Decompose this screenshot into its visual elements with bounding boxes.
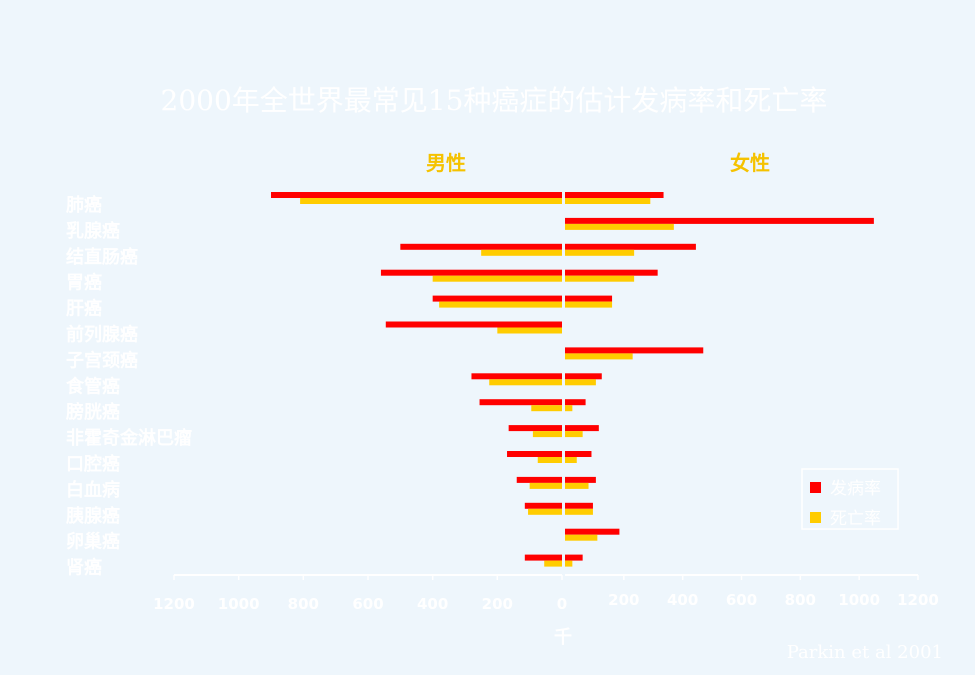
bar-female-incidence xyxy=(565,243,696,250)
panel-label-female: 女性 xyxy=(730,151,770,175)
bar-male-incidence xyxy=(507,451,562,457)
x-tick-label-left: 600 xyxy=(352,595,383,613)
bar-female-incidence xyxy=(565,295,613,302)
bar-female-incidence xyxy=(565,451,592,457)
category-label: 白血病 xyxy=(66,479,120,501)
category-label: 非霍奇金淋巴瘤 xyxy=(66,427,192,449)
bar-male-mortality xyxy=(531,405,562,412)
bar-male-incidence xyxy=(271,192,562,198)
bar-female-incidence xyxy=(565,502,593,509)
bar-female-incidence xyxy=(565,528,620,535)
bar-female-mortality xyxy=(565,431,583,438)
bar-female-incidence xyxy=(565,192,664,198)
bar-male-mortality xyxy=(439,301,562,308)
x-tick-label-right: 1000 xyxy=(838,591,880,609)
category-label: 乳腺癌 xyxy=(66,220,120,242)
x-tick-label-left: 400 xyxy=(417,595,448,613)
bar-male-mortality xyxy=(489,379,562,386)
bar-female-mortality xyxy=(565,223,674,230)
bar-female-mortality xyxy=(565,249,635,256)
legend-label-mortality: 死亡率 xyxy=(830,509,881,529)
bar-male-incidence xyxy=(385,321,562,328)
bar-male-incidence xyxy=(524,502,562,509)
category-label: 子宫颈癌 xyxy=(66,349,138,371)
bar-male-mortality xyxy=(497,327,562,334)
bar-female-incidence xyxy=(565,373,602,380)
bar-female-mortality xyxy=(565,457,577,463)
bar-male-incidence xyxy=(380,269,562,276)
bar-female-mortality xyxy=(565,301,613,308)
bar-male-mortality xyxy=(481,249,562,256)
bar-female-mortality xyxy=(565,405,573,412)
bar-female-incidence xyxy=(565,476,596,483)
bar-male-mortality xyxy=(537,457,562,463)
chart-title: 2000年全世界最常见15种癌症的估计发病率和死亡率 xyxy=(161,84,828,117)
x-tick-label-left: 200 xyxy=(482,595,513,613)
source-note: Parkin et al 2001 xyxy=(787,642,943,663)
x-tick-label-left: 800 xyxy=(288,595,319,613)
bar-female-mortality xyxy=(565,275,635,282)
bar-female-mortality xyxy=(565,534,598,541)
legend: 发病率 死亡率 xyxy=(801,468,899,530)
x-axis-left: 1200 1000 800 600 400 200 0 xyxy=(153,574,567,613)
category-label: 肺癌 xyxy=(66,194,102,216)
bar-male-mortality xyxy=(532,431,562,438)
bar-female-mortality xyxy=(565,353,633,360)
bar-male-incidence xyxy=(432,295,562,302)
category-label: 肾癌 xyxy=(66,557,102,579)
legend-box xyxy=(801,468,899,530)
x-tick-label-right: 800 xyxy=(785,591,816,609)
legend-swatch-incidence xyxy=(810,482,821,493)
bar-male-incidence xyxy=(524,554,562,561)
x-tick-label-right: 200 xyxy=(608,591,639,609)
bar-male-incidence xyxy=(471,373,562,380)
bar-male-incidence xyxy=(479,399,562,406)
legend-swatch-mortality xyxy=(810,512,821,523)
x-axis-right: 200 400 600 800 1000 1200 xyxy=(565,574,939,609)
x-tick-label-right: 1200 xyxy=(897,591,939,609)
bar-male-mortality xyxy=(300,198,562,204)
male-bars xyxy=(271,192,562,567)
bar-male-mortality xyxy=(432,275,562,282)
category-label: 卵巢癌 xyxy=(66,531,120,553)
bar-female-incidence xyxy=(565,425,599,432)
bar-female-incidence xyxy=(565,269,658,276)
bar-female-mortality xyxy=(565,379,596,386)
category-labels: 肺癌乳腺癌结直肠癌胃癌肝癌前列腺癌子宫颈癌食管癌膀胱癌非霍奇金淋巴瘤口腔癌白血病… xyxy=(65,194,192,579)
category-label: 胰腺癌 xyxy=(65,505,120,527)
x-tick-label-left: 0 xyxy=(557,595,567,613)
category-label: 前列腺癌 xyxy=(66,324,138,346)
x-tick-label-left: 1000 xyxy=(218,595,260,613)
bar-female-incidence xyxy=(565,347,704,354)
x-tick-label-left: 1200 xyxy=(153,595,195,613)
bar-male-incidence xyxy=(516,476,562,483)
bar-male-mortality xyxy=(528,508,562,515)
bar-female-mortality xyxy=(565,198,651,204)
legend-label-incidence: 发病率 xyxy=(830,479,881,499)
category-label: 胃癌 xyxy=(66,272,102,294)
female-bars xyxy=(565,192,874,567)
bar-male-mortality xyxy=(544,560,562,567)
x-tick-label-right: 400 xyxy=(667,591,698,609)
bar-male-mortality xyxy=(529,482,562,489)
panel-label-male: 男性 xyxy=(426,151,466,175)
bar-female-mortality xyxy=(565,560,573,567)
category-label: 结直肠癌 xyxy=(66,246,138,268)
bar-male-incidence xyxy=(400,243,562,250)
category-label: 口腔癌 xyxy=(66,453,120,475)
bar-female-mortality xyxy=(565,482,589,489)
category-label: 食管癌 xyxy=(65,375,120,397)
bar-female-mortality xyxy=(565,508,593,515)
x-axis-title: 千 xyxy=(554,627,572,648)
category-label: 膀胱癌 xyxy=(65,401,120,423)
bar-female-incidence xyxy=(565,399,586,406)
bar-male-incidence xyxy=(508,425,562,432)
bar-female-incidence xyxy=(565,217,874,224)
category-label: 肝癌 xyxy=(66,298,102,320)
x-tick-label-right: 600 xyxy=(726,591,757,609)
bar-female-incidence xyxy=(565,554,583,561)
